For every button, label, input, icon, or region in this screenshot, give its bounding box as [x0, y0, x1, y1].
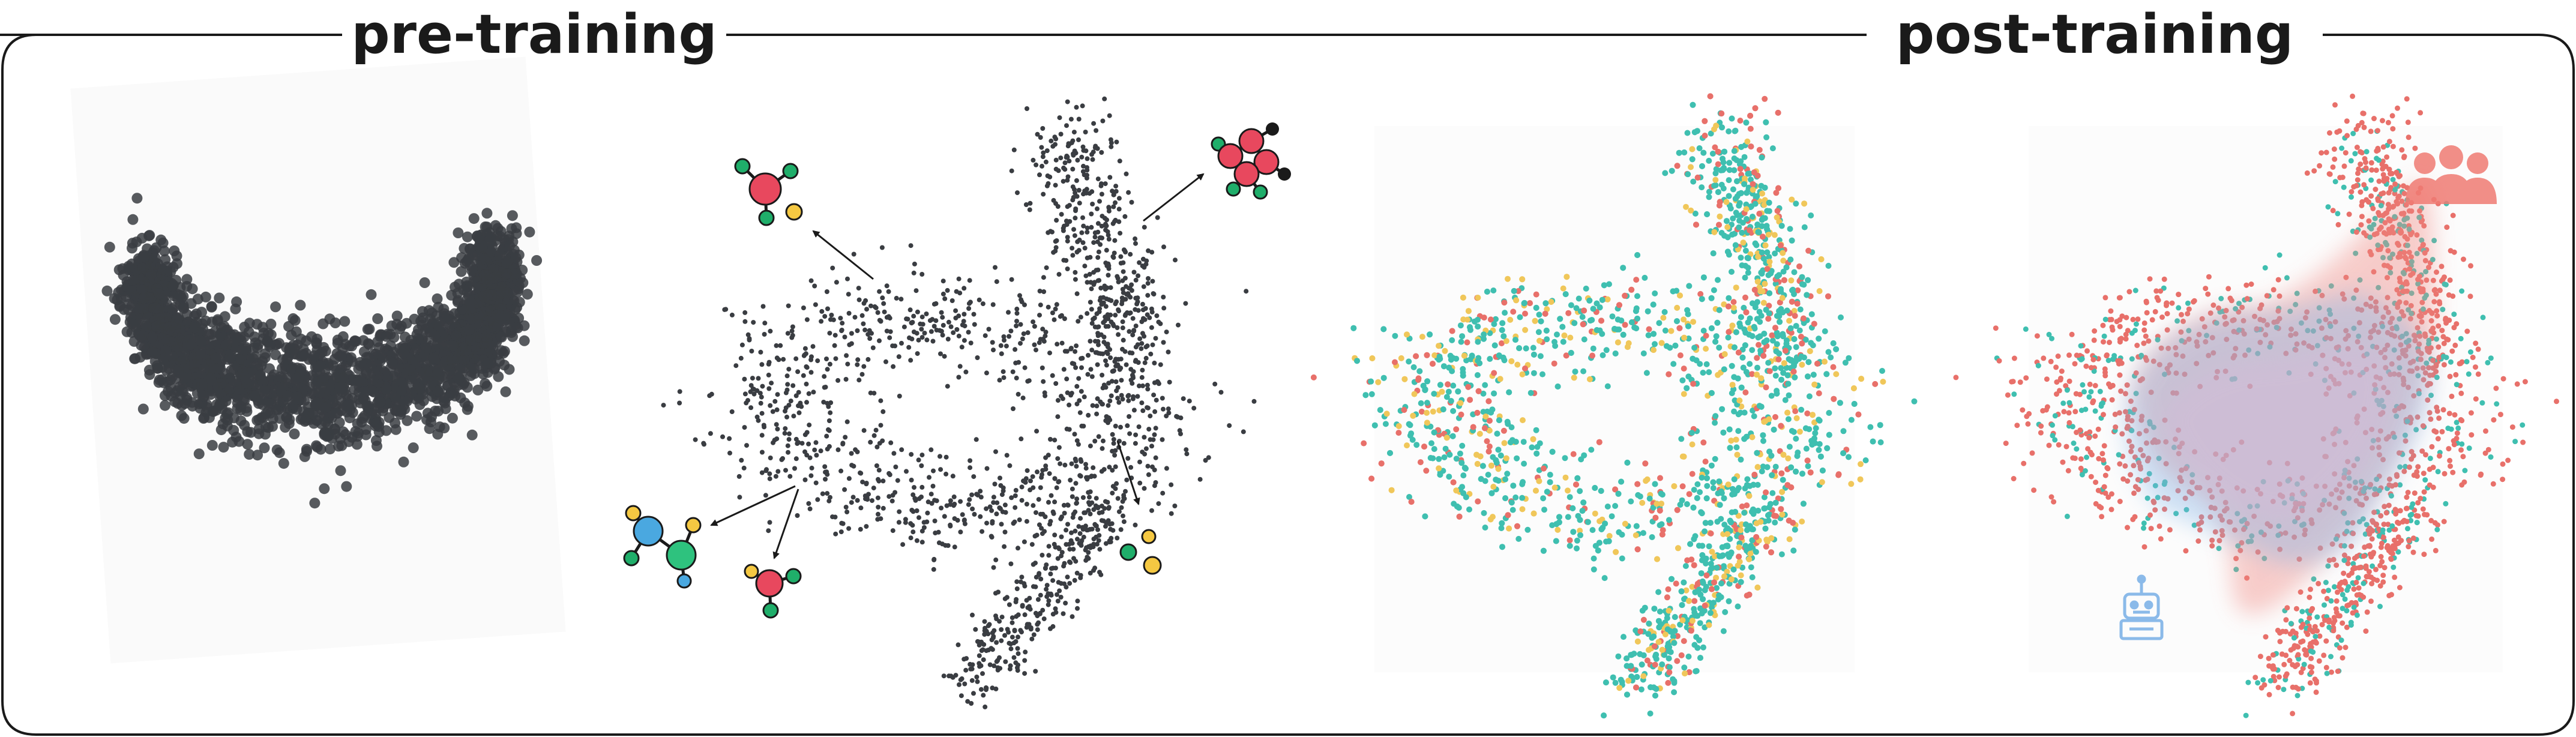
overlap-density-region: [2161, 346, 2392, 520]
molecule-icon: [623, 505, 702, 589]
arrow-to-molecule-left: [710, 485, 796, 526]
robot-icon: [2119, 574, 2164, 640]
post-training-colored-swirl-panel: [1310, 93, 1918, 719]
molecule-icon: [1211, 122, 1291, 200]
colored-swirl-point-cloud: [1310, 93, 1918, 719]
arrow-to-atom-pair: [1116, 441, 1140, 505]
frame-right-line: [1, 34, 2575, 736]
arrow-to-molecule-bottom: [772, 489, 799, 559]
molecule-icon: [734, 158, 803, 226]
pre-training-cloud-panel: [70, 56, 566, 664]
atom-pair-icon: [1119, 529, 1162, 575]
pre-training-title: pre-training: [351, 3, 717, 66]
frame: [0, 34, 2575, 736]
post-training-density-panel: [1953, 93, 2559, 718]
swirl-point-cloud: [661, 96, 1257, 709]
molecule-icon: [744, 564, 802, 619]
arrow-to-molecule-top-right: [1143, 173, 1205, 222]
dense-point-cloud: [101, 193, 543, 509]
arrow-to-molecule-top-left: [812, 230, 874, 280]
pre-training-swirl-panel: [623, 96, 1291, 709]
people-icon: [2406, 145, 2497, 204]
post-training-title: post-training: [1896, 3, 2294, 66]
